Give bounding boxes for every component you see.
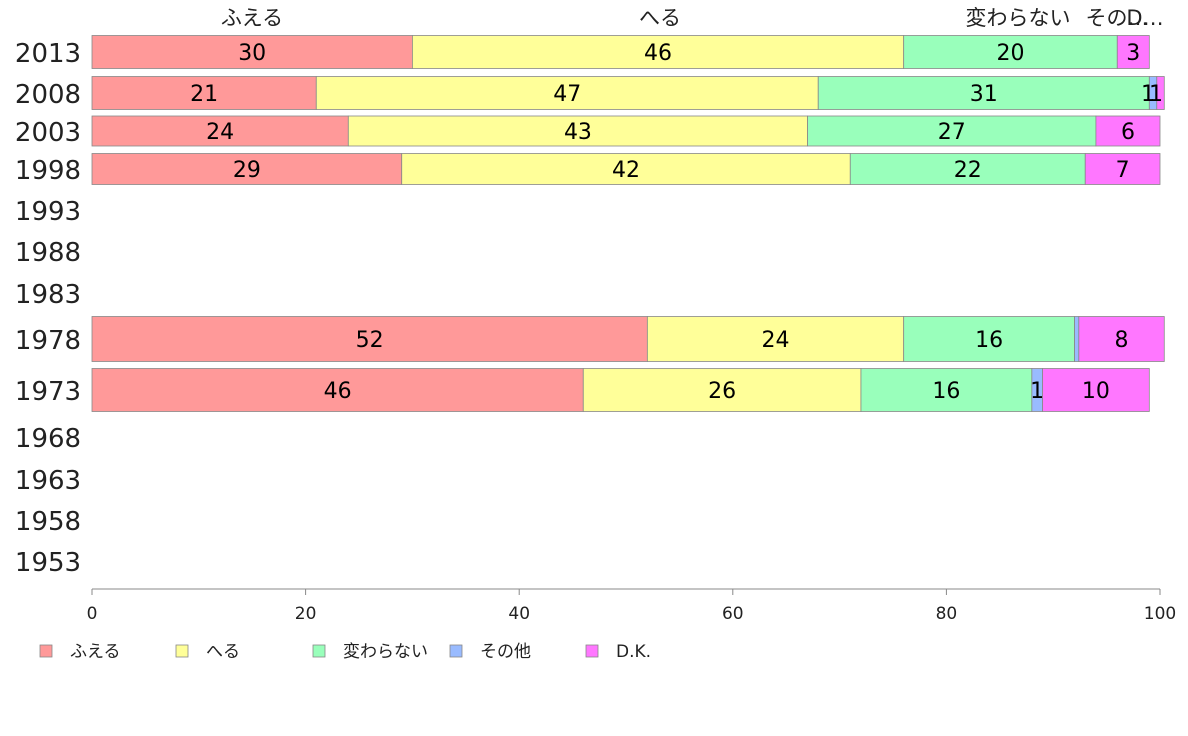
x-tick-label: 20 <box>295 604 317 624</box>
legend-swatch <box>312 644 326 658</box>
bar-segment <box>1042 368 1150 412</box>
legend-swatch <box>449 644 463 658</box>
bar-segment <box>582 368 862 412</box>
bar-segment <box>1084 153 1161 185</box>
bar-segment <box>817 76 1150 110</box>
year-label: 1998 <box>15 156 81 186</box>
bar-segment <box>1078 316 1165 362</box>
year-label: 1993 <box>15 197 81 227</box>
bar-segment <box>646 316 905 362</box>
x-tick-label: 40 <box>508 604 530 624</box>
bar-value-label: 46 <box>644 41 672 66</box>
year-label: 2008 <box>15 80 81 110</box>
year-label: 1953 <box>15 548 81 578</box>
x-tick-label: 80 <box>936 604 958 624</box>
bar-segment <box>401 153 851 185</box>
column-label: D… <box>1126 6 1163 30</box>
bar-segment <box>903 35 1118 69</box>
legend-label: ふえる <box>70 642 121 662</box>
bar-value-label: 43 <box>564 120 592 145</box>
year-label: 1978 <box>15 326 81 356</box>
bar-value-label: 10 <box>1082 379 1110 404</box>
bar-segment <box>1156 76 1165 110</box>
year-label: 1983 <box>15 280 81 310</box>
legend-label: 変わらない <box>343 642 428 662</box>
legend-label: D.K. <box>616 642 651 662</box>
bar-value-label: 27 <box>938 120 966 145</box>
year-label: 2003 <box>15 118 81 148</box>
bar-value-label: 30 <box>238 41 266 66</box>
year-label: 1958 <box>15 507 81 537</box>
bar-segment <box>1074 316 1080 362</box>
year-label: 1988 <box>15 238 81 268</box>
bar-value-label: 31 <box>970 82 998 107</box>
bar-value-label: 46 <box>324 379 352 404</box>
bar-segment <box>903 316 1075 362</box>
bar-value-label: 16 <box>932 379 960 404</box>
bar-value-label: 1 <box>1141 82 1155 107</box>
x-tick-label: 0 <box>87 604 98 624</box>
bar-value-label: 21 <box>190 82 218 107</box>
legend-label: へる <box>206 642 240 662</box>
bar-value-label: 24 <box>206 120 234 145</box>
bar-value-label: 7 <box>1116 158 1130 183</box>
bar-value-label: 6 <box>1121 120 1135 145</box>
column-label: その… <box>1086 6 1149 30</box>
bar-value-label: 3 <box>1126 41 1140 66</box>
year-label: 1968 <box>15 424 81 454</box>
bar-segment <box>347 115 808 147</box>
bar-value-label: 52 <box>356 328 384 353</box>
bar-segment <box>849 153 1086 185</box>
year-label: 1973 <box>15 377 81 407</box>
x-tick-label: 100 <box>1144 604 1176 624</box>
bar-segment <box>91 368 584 412</box>
bar-value-label: 20 <box>996 41 1024 66</box>
legend-label: その他 <box>480 642 531 662</box>
bar-segment <box>91 35 413 69</box>
bar-value-label: 1 <box>1030 379 1044 404</box>
bar-value-label: 47 <box>553 82 581 107</box>
bar-segment <box>91 76 317 110</box>
year-label: 1963 <box>15 466 81 496</box>
bar-segment <box>860 368 1033 412</box>
bar-value-label: 22 <box>954 158 982 183</box>
bar-value-label: 16 <box>975 328 1003 353</box>
bar-segment <box>91 153 403 185</box>
column-label: ふえる <box>221 6 283 30</box>
bar-segment <box>1095 115 1161 147</box>
legend-swatch <box>175 644 189 658</box>
bar-value-label: 8 <box>1115 328 1129 353</box>
legend-swatch <box>39 644 53 658</box>
legend-swatch <box>585 644 599 658</box>
bar-value-label: 24 <box>762 328 790 353</box>
bar-segment <box>91 115 349 147</box>
bar-value-label: 26 <box>708 379 736 404</box>
bar-segment <box>1116 35 1150 69</box>
bar-value-label: 42 <box>612 158 640 183</box>
bar-segment <box>91 316 648 362</box>
column-label: へる <box>639 6 681 30</box>
bar-value-label: 29 <box>233 158 261 183</box>
bar-segment <box>315 76 819 110</box>
bar-value-label: 1 <box>1149 82 1163 107</box>
x-tick-label: 60 <box>722 604 744 624</box>
bar-segment <box>411 35 905 69</box>
year-label: 2013 <box>15 39 81 69</box>
column-label: 変わらない <box>966 6 1071 30</box>
